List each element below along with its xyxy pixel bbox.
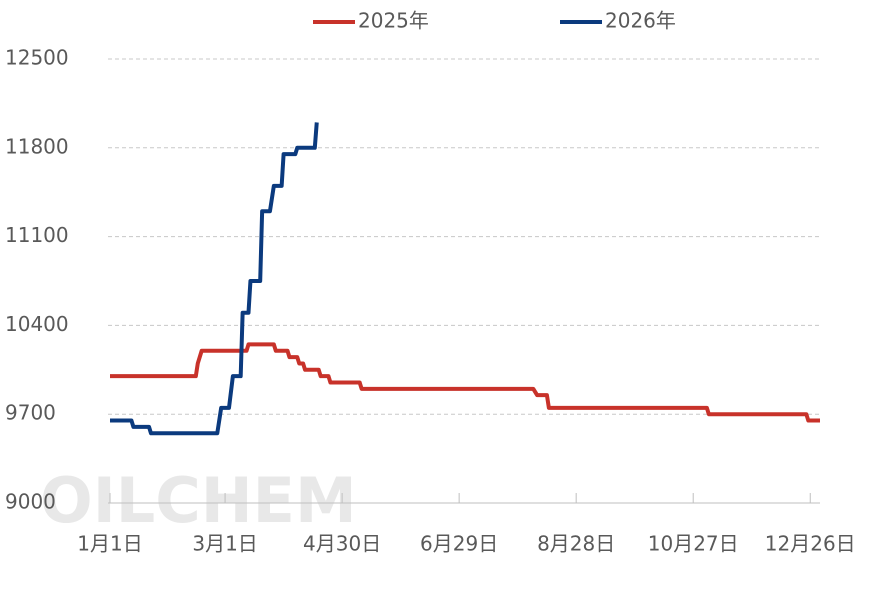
y-tick-label: 12500 — [5, 46, 69, 70]
x-tick-label: 8月28日 — [537, 532, 615, 556]
x-tick-label: 1月1日 — [77, 532, 142, 556]
legend-label: 2025年 — [358, 9, 429, 33]
y-tick-label: 9000 — [5, 490, 56, 514]
legend-label: 2026年 — [605, 9, 676, 33]
x-tick-label: 6月29日 — [420, 532, 498, 556]
y-tick-label: 9700 — [5, 401, 56, 425]
watermark: OILCHEM — [40, 464, 357, 537]
y-tick-label: 11800 — [5, 134, 69, 158]
x-tick-label: 12月26日 — [765, 532, 856, 556]
y-tick-label: 10400 — [5, 312, 69, 336]
line-series — [110, 122, 319, 436]
x-tick-label: 10月27日 — [648, 532, 739, 556]
x-tick-label: 3月1日 — [192, 532, 257, 556]
line-series — [110, 342, 820, 423]
y-tick-label: 11100 — [5, 223, 69, 247]
x-tick-label: 4月30日 — [303, 532, 381, 556]
